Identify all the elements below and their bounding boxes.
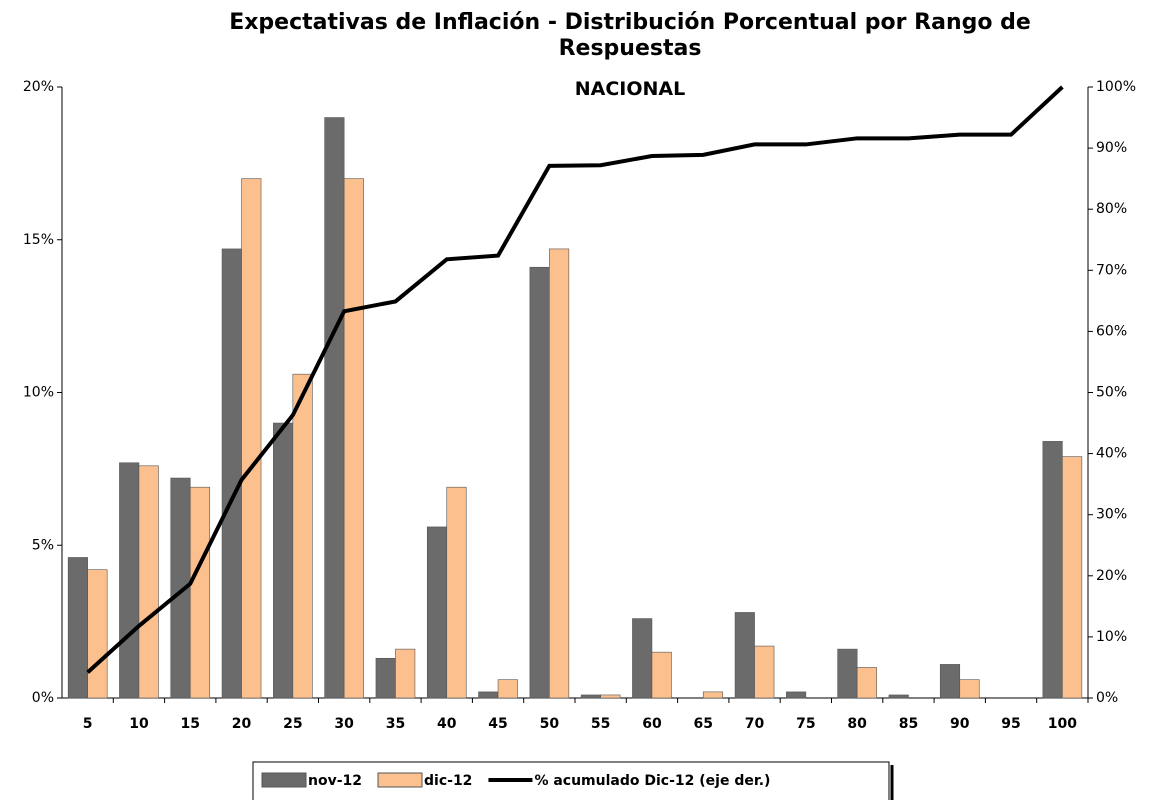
legend-label: % acumulado Dic-12 (eje der.): [534, 773, 770, 789]
bar: [446, 486, 467, 699]
y2-tick-label: 0%: [1096, 690, 1118, 706]
x-tick-label: 95: [1001, 716, 1020, 732]
y-tick-label: 5%: [32, 537, 54, 553]
legend-swatch: [377, 772, 423, 788]
bar: [87, 569, 108, 699]
y-tick-label: 15%: [23, 232, 54, 248]
bar: [651, 651, 672, 699]
x-tick-label: 100: [1048, 716, 1077, 732]
cumulative-line: [86, 85, 1064, 674]
bar: [1062, 456, 1083, 699]
bar: [529, 266, 550, 699]
bar: [119, 462, 140, 699]
x-tick-label: 45: [488, 716, 507, 732]
x-tick-label: 30: [334, 716, 354, 732]
bar: [549, 248, 570, 699]
y-tick-label: 20%: [23, 79, 54, 95]
bar: [426, 526, 448, 699]
y2-tick-label: 70%: [1096, 262, 1127, 278]
x-tick-label: 25: [283, 716, 302, 732]
y2-tick-label: 30%: [1096, 507, 1127, 523]
bar: [888, 694, 909, 699]
x-tick-label: 85: [899, 716, 918, 732]
bar: [939, 664, 961, 699]
x-tick-label: 20: [232, 716, 252, 732]
bar: [702, 691, 724, 699]
bar: [324, 117, 345, 699]
y2-tick-label: 80%: [1096, 201, 1127, 217]
legend-box: [252, 761, 890, 800]
bar: [273, 422, 294, 699]
x-tick-label: 5: [83, 716, 93, 732]
bar: [632, 618, 653, 699]
bar: [292, 373, 313, 699]
bar: [856, 667, 877, 699]
y2-tick-label: 10%: [1096, 629, 1127, 645]
bar: [754, 645, 775, 699]
bar: [138, 465, 159, 699]
legend-label: nov-12: [308, 773, 362, 789]
x-tick-label: 35: [386, 716, 405, 732]
bar: [395, 648, 416, 699]
bar: [734, 612, 755, 699]
y-tick-label: 10%: [23, 385, 54, 401]
bar: [1042, 441, 1063, 699]
y2-tick-label: 20%: [1096, 568, 1127, 584]
y-tick-label: 0%: [32, 690, 54, 706]
bar: [837, 648, 858, 699]
x-tick-label: 50: [540, 716, 560, 732]
y2-tick-label: 40%: [1096, 446, 1127, 462]
y2-tick-label: 90%: [1096, 140, 1127, 156]
bar: [478, 691, 499, 699]
bar: [959, 679, 980, 699]
x-tick-label: 80: [847, 716, 867, 732]
x-tick-label: 15: [181, 716, 200, 732]
x-tick-label: 40: [437, 716, 457, 732]
x-tick-label: 60: [642, 716, 662, 732]
bar: [189, 486, 211, 699]
x-tick-label: 55: [591, 716, 610, 732]
bar: [375, 657, 396, 699]
y2-tick-label: 60%: [1096, 323, 1127, 339]
x-tick-label: 10: [129, 716, 149, 732]
bar: [67, 557, 88, 699]
bar: [343, 178, 364, 699]
chart-subtitle: NACIONAL: [574, 78, 686, 100]
bar: [497, 679, 518, 699]
legend-label: dic-12: [424, 773, 472, 789]
bar: [221, 248, 242, 699]
x-tick-label: 90: [950, 716, 970, 732]
bar: [580, 694, 601, 699]
legend-swatch: [261, 772, 307, 788]
bar: [600, 694, 621, 699]
x-tick-label: 70: [745, 716, 765, 732]
y2-tick-label: 50%: [1096, 385, 1127, 401]
bar: [241, 178, 262, 699]
chart-title: Expectativas de Inflación - Distribución…: [229, 10, 1031, 61]
x-tick-label: 75: [796, 716, 815, 732]
x-tick-label: 65: [694, 716, 713, 732]
bar: [786, 691, 807, 699]
y2-tick-label: 100%: [1096, 79, 1136, 95]
